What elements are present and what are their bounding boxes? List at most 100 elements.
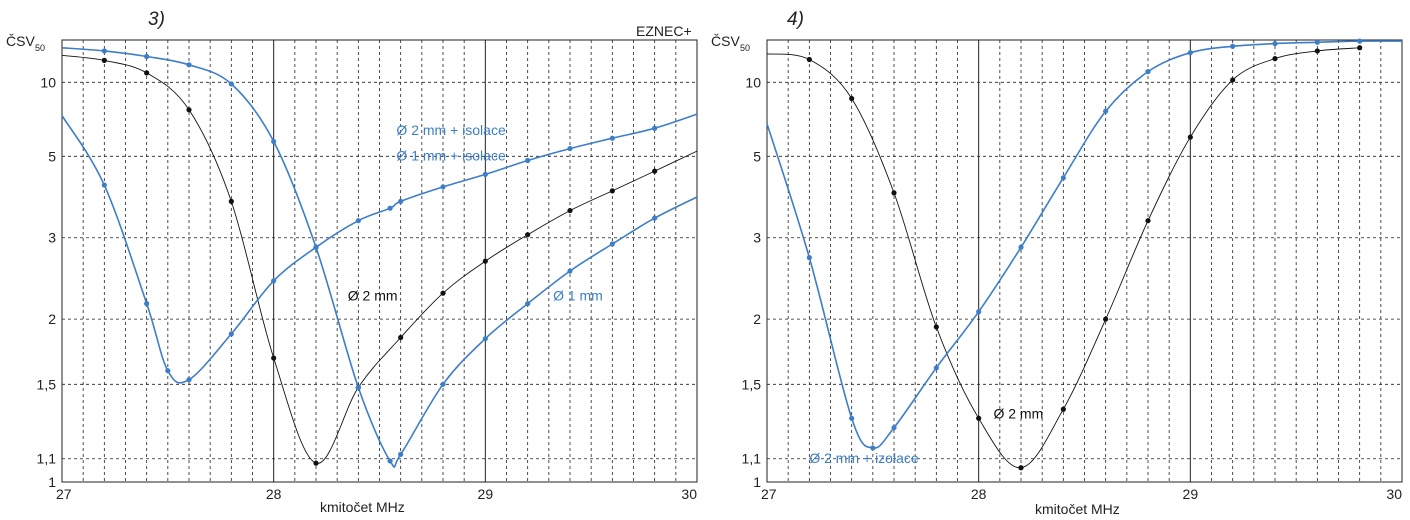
panel-tag-4: 4) — [787, 9, 804, 30]
series-point — [186, 62, 192, 68]
y-tick-label: 5 — [48, 148, 56, 164]
series-point — [144, 53, 150, 60]
series-point — [870, 445, 876, 451]
x-tick-label: 29 — [1183, 486, 1199, 502]
y-tick-label: 2 — [48, 311, 56, 327]
series-point — [849, 95, 855, 102]
y-axis-label-subscript: 50 — [740, 43, 750, 53]
series-point — [1314, 39, 1320, 45]
y-axis-label: ČSV — [711, 33, 740, 49]
series-point — [271, 278, 277, 284]
x-tick-label: 30 — [1386, 486, 1402, 502]
y-tick-label: 3 — [753, 230, 761, 246]
series-point — [525, 157, 531, 164]
y-axis-label: ČSV — [6, 33, 35, 49]
chart-right: 4) ČSV 50 kmitočet MHz 1 1,1 1,5 2 3 5 10 27 28 2… — [711, 9, 1403, 517]
x-tick-label: 27 — [56, 486, 72, 502]
chart-left: 3) EZNEC+ ČSV 50 kmitočet MHz 1 1,1 1,5 2 3 5… — [6, 9, 698, 515]
series-point — [1018, 244, 1024, 250]
series-point — [313, 460, 319, 466]
series-point — [525, 301, 531, 307]
series-point — [186, 377, 192, 383]
series-point — [387, 458, 393, 464]
series-point — [482, 258, 488, 264]
y-tick-label: 1 — [48, 474, 56, 490]
series-point — [186, 107, 192, 113]
series-annotation: Ø 2 mm — [348, 288, 398, 304]
series-point — [440, 184, 446, 190]
series-point — [933, 365, 939, 371]
software-badge: EZNEC+ — [636, 23, 692, 39]
series-point — [355, 384, 361, 391]
series-point — [355, 218, 361, 224]
series-point — [1230, 43, 1236, 49]
series-point — [976, 415, 982, 421]
plot-frame — [766, 39, 1403, 483]
y-tick-label: 10 — [40, 74, 56, 90]
y-tick-label: 1,5 — [37, 376, 57, 392]
series-point — [567, 207, 573, 214]
series-point — [806, 56, 812, 63]
series-point — [398, 451, 404, 457]
y-tick-label: 2 — [753, 311, 761, 327]
x-tick-label: 28 — [266, 486, 282, 502]
series-point — [652, 215, 658, 221]
panel-tag-3: 3) — [148, 9, 165, 30]
series-point — [567, 268, 573, 274]
series-point — [313, 244, 319, 250]
series-line — [766, 47, 1360, 469]
series-point — [976, 309, 982, 315]
y-tick-label: 3 — [48, 230, 56, 246]
series-point — [228, 198, 234, 204]
series-point — [1187, 134, 1193, 140]
series-point — [101, 57, 107, 63]
series-point — [482, 336, 488, 342]
series-annotation: Ø 2 mm + izolace — [809, 450, 919, 466]
x-axis-label: kmitočet MHz — [1035, 501, 1120, 517]
series-point — [1060, 175, 1066, 181]
series-annotation: Ø 1 mm — [553, 288, 603, 304]
series-point — [1060, 406, 1066, 412]
series-point — [144, 70, 150, 76]
y-tick-label: 1,5 — [742, 376, 762, 392]
series-point — [891, 190, 897, 196]
y-tick-label: 5 — [753, 148, 761, 164]
x-tick-label: 29 — [478, 486, 494, 502]
x-axis-label: kmitočet MHz — [320, 499, 405, 515]
series-point — [652, 125, 658, 131]
series-point — [1187, 50, 1193, 56]
series-point — [933, 324, 939, 330]
series-line — [61, 54, 698, 464]
series-point — [144, 301, 150, 307]
series-point — [101, 182, 107, 188]
series-point — [271, 138, 277, 145]
series-point — [1272, 40, 1278, 47]
series-point — [271, 355, 277, 361]
series-point — [1314, 48, 1320, 54]
y-tick-label: 1,1 — [37, 451, 57, 467]
series-point — [1018, 465, 1024, 471]
series-point — [609, 241, 615, 247]
series-point — [1103, 316, 1109, 322]
series-point — [228, 81, 234, 87]
series-point — [387, 205, 393, 211]
series-point — [440, 290, 446, 296]
x-tick-label: 28 — [971, 486, 987, 502]
series-point — [567, 145, 573, 152]
series-point — [101, 48, 107, 54]
y-axis-label-subscript: 50 — [35, 43, 45, 53]
series-point — [1357, 45, 1363, 51]
series-annotation: Ø 1 mm + isolace — [396, 147, 506, 163]
x-tick-label: 27 — [761, 486, 777, 502]
x-tick-label: 30 — [681, 486, 697, 502]
series-point — [1103, 108, 1109, 114]
series-point — [652, 168, 658, 174]
series-point — [1145, 218, 1151, 224]
series-point — [440, 381, 446, 387]
series-point — [1357, 38, 1363, 44]
series-annotation: Ø 2 mm + isolace — [396, 122, 506, 138]
series-point — [609, 188, 615, 194]
series-point — [1272, 56, 1278, 62]
series-point — [398, 334, 404, 341]
